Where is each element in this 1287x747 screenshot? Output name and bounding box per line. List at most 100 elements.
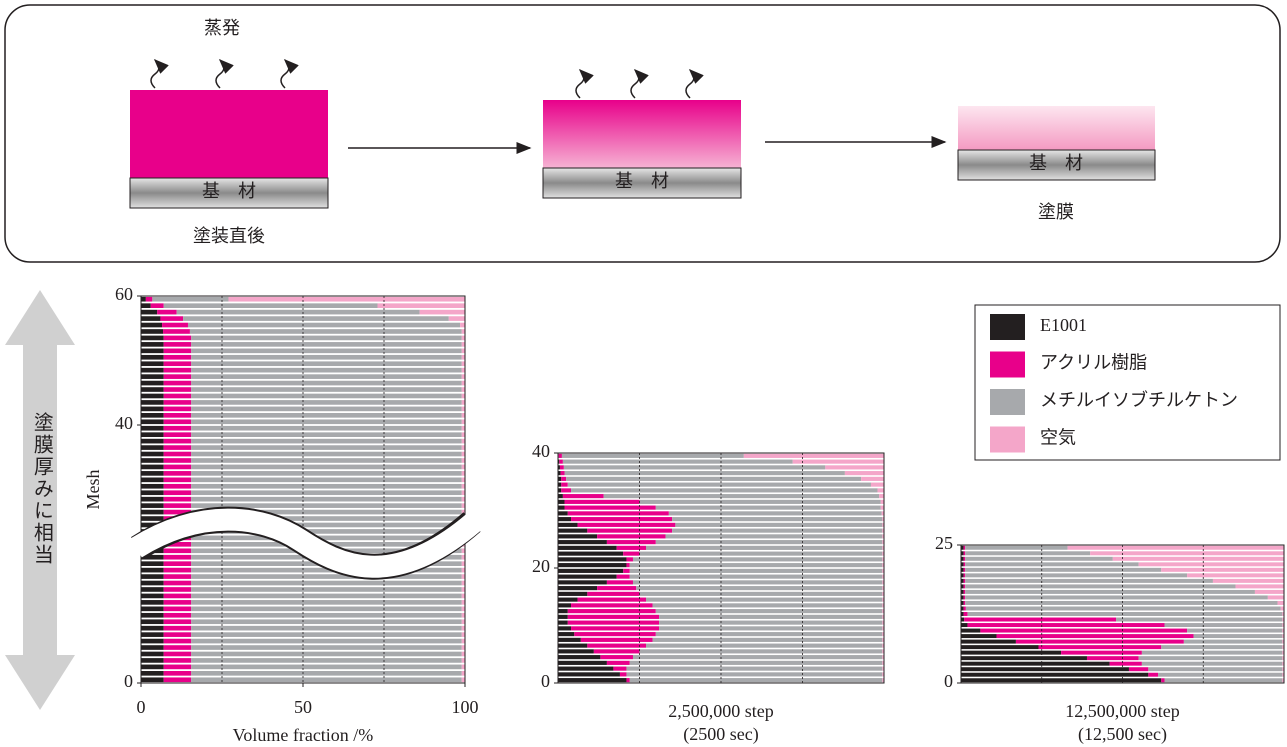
bar-segment	[825, 465, 884, 470]
evaporation-arrows	[150, 58, 704, 99]
coating-film	[958, 106, 1155, 150]
bar-segment	[792, 459, 884, 464]
bar-segment	[639, 499, 881, 504]
bar-segment	[1086, 656, 1139, 661]
bar-segment	[419, 309, 465, 315]
bar-segment	[558, 626, 572, 631]
substrate-label: 基 材	[202, 181, 256, 201]
bar-segment	[461, 587, 465, 592]
bar-segment	[961, 617, 965, 622]
bar-segment	[652, 637, 883, 642]
bar-segment	[567, 609, 656, 614]
bar-segment	[626, 563, 630, 568]
bar-segment	[961, 595, 964, 600]
bar-segment	[965, 556, 1113, 561]
bar-segment	[141, 432, 164, 437]
bar-segment	[163, 342, 192, 347]
bar-segment	[163, 593, 192, 599]
bar-segment	[157, 309, 177, 315]
bar-segment	[655, 632, 883, 637]
bar-segment	[672, 517, 883, 522]
bar-segment	[593, 649, 640, 654]
bar-segment	[567, 614, 660, 619]
bar-segment	[967, 623, 1165, 628]
bar-segment	[141, 600, 164, 605]
bar-segment	[191, 374, 462, 379]
bar-segment	[163, 600, 192, 605]
bar-segment	[1138, 656, 1283, 661]
bar-segment	[191, 477, 462, 483]
bar-segment	[141, 464, 164, 470]
bar-segment	[558, 660, 607, 665]
bar-segment	[191, 335, 462, 341]
bar-segment	[1148, 667, 1283, 672]
bar-segment	[881, 511, 884, 516]
bar-segment	[1282, 617, 1284, 622]
bar-segment	[461, 600, 465, 605]
y-tick-label: 0	[541, 671, 550, 691]
bar-segment	[1116, 617, 1283, 622]
bar-segment	[882, 637, 884, 642]
bar-segment	[1282, 634, 1284, 639]
bar-segment	[961, 645, 1039, 650]
bar-segment	[461, 432, 465, 437]
bar-segment	[616, 545, 647, 550]
bar-segment	[191, 567, 462, 573]
bar-segment	[191, 490, 462, 496]
bar-segment	[163, 554, 192, 560]
bar-segment	[191, 464, 462, 470]
bar-segment	[1282, 661, 1284, 666]
bar-segment	[141, 632, 164, 637]
bar-segment	[558, 620, 568, 625]
bar-segment	[967, 612, 1283, 616]
bar-segment	[659, 620, 883, 625]
bar-segment	[461, 548, 465, 554]
bar-segment	[963, 595, 966, 600]
bar-segment	[629, 574, 883, 579]
y-tick-label: 40	[115, 413, 133, 433]
bar-segment	[1183, 639, 1283, 644]
bar-segment	[1138, 562, 1284, 567]
bar-segment	[461, 400, 465, 405]
bar-segment	[882, 632, 884, 637]
bar-segment	[163, 658, 192, 663]
bar-segment	[163, 348, 192, 354]
bar-segment	[655, 505, 881, 510]
bar-segment	[141, 664, 164, 670]
bar-segment	[965, 567, 1162, 572]
bar-segment	[980, 628, 1188, 633]
bar-segment	[163, 503, 192, 508]
bar-segment	[191, 593, 462, 599]
bar-segment	[141, 316, 161, 321]
bar-segment	[587, 591, 640, 596]
bar-segment	[141, 483, 164, 489]
bar-segment	[613, 666, 627, 671]
bar-segment	[461, 387, 465, 392]
bar-segment	[882, 586, 884, 591]
bar-segment	[191, 432, 462, 437]
bar-segment	[191, 413, 462, 418]
substrate	[542, 167, 742, 199]
substrate	[129, 177, 329, 209]
bar-segment	[461, 477, 465, 483]
bar-segment	[1193, 634, 1283, 639]
bar-segment	[461, 574, 465, 579]
bar-segment	[870, 482, 884, 487]
bar-segment	[965, 578, 1213, 583]
bar-segment	[861, 476, 884, 481]
bar-segment	[587, 528, 673, 533]
bar-segment	[163, 438, 192, 444]
bar-segment	[558, 551, 624, 556]
bar-segment	[1187, 573, 1284, 578]
bar-segment	[191, 438, 462, 444]
bar-segment	[461, 335, 465, 341]
bar-segment	[587, 643, 647, 648]
bar-segment	[965, 551, 1091, 556]
bar-segment	[571, 626, 660, 631]
bar-segment	[564, 505, 656, 510]
bar-segment	[461, 445, 465, 450]
bar-segment	[882, 574, 884, 579]
bar-segment	[191, 503, 462, 508]
bar-segment	[141, 651, 164, 657]
bar-segment	[558, 505, 565, 510]
